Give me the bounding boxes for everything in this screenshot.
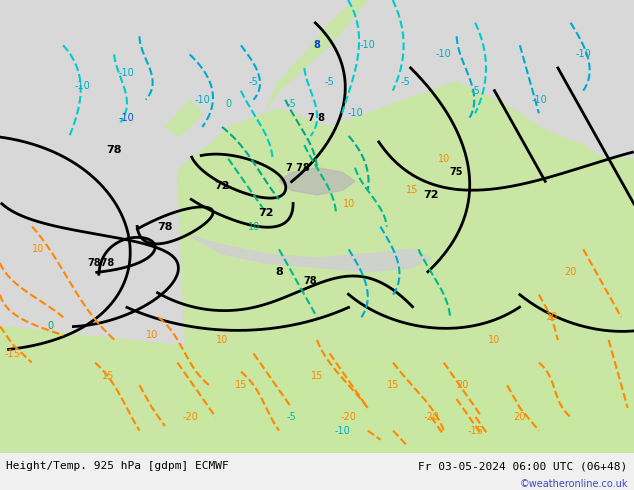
Text: 15: 15 (387, 380, 399, 390)
Text: 7 78: 7 78 (286, 163, 310, 172)
Text: Height/Temp. 925 hPa [gdpm] ECMWF: Height/Temp. 925 hPa [gdpm] ECMWF (6, 461, 229, 471)
Text: 15: 15 (235, 380, 247, 390)
Text: 10: 10 (488, 335, 501, 345)
Text: 72: 72 (214, 181, 230, 191)
Text: -5: -5 (287, 412, 297, 422)
Text: 78: 78 (107, 145, 122, 154)
Polygon shape (190, 236, 431, 272)
Text: -5: -5 (287, 99, 297, 109)
Text: 72: 72 (424, 190, 439, 200)
Text: 8: 8 (275, 267, 283, 277)
Text: -5: -5 (401, 76, 411, 87)
Text: -10: -10 (119, 113, 134, 123)
Text: -10: -10 (576, 49, 591, 59)
Text: -10: -10 (531, 95, 547, 105)
Text: Fr 03-05-2024 06:00 UTC (06+48): Fr 03-05-2024 06:00 UTC (06+48) (418, 461, 628, 471)
Text: 10: 10 (342, 199, 355, 209)
Text: -10: -10 (360, 40, 375, 50)
Text: 15: 15 (101, 371, 114, 381)
Text: 75: 75 (450, 167, 463, 177)
Text: -10: -10 (436, 49, 451, 59)
Text: 7878: 7878 (88, 258, 115, 268)
Text: 78: 78 (304, 276, 318, 286)
Text: 20: 20 (456, 380, 469, 390)
Polygon shape (0, 453, 634, 490)
Polygon shape (165, 99, 203, 136)
Text: -10: -10 (119, 68, 134, 77)
Text: 10: 10 (216, 335, 228, 345)
Text: 10: 10 (247, 221, 260, 232)
Text: 20: 20 (564, 267, 577, 277)
Text: 20: 20 (514, 412, 526, 422)
Text: 0: 0 (225, 99, 231, 109)
Text: -5: -5 (470, 86, 481, 96)
Text: -15: -15 (467, 426, 484, 436)
Text: -10: -10 (195, 95, 210, 105)
Text: -10: -10 (75, 81, 90, 91)
Text: 10: 10 (545, 312, 558, 322)
Text: -5: -5 (325, 76, 335, 87)
Text: 10: 10 (437, 154, 450, 164)
Text: 0: 0 (48, 321, 54, 331)
Polygon shape (0, 0, 634, 453)
Polygon shape (0, 91, 178, 318)
Text: 78: 78 (157, 221, 172, 232)
Text: -5: -5 (249, 76, 259, 87)
Text: -20: -20 (340, 412, 357, 422)
Text: ©weatheronline.co.uk: ©weatheronline.co.uk (519, 480, 628, 490)
Polygon shape (266, 0, 368, 109)
Polygon shape (178, 82, 634, 453)
Text: 8: 8 (314, 40, 320, 50)
Text: 15: 15 (406, 185, 418, 196)
Text: 10: 10 (32, 245, 44, 254)
Text: 7 8: 7 8 (309, 113, 325, 123)
Polygon shape (0, 326, 634, 453)
Text: 15: 15 (311, 371, 323, 381)
Polygon shape (279, 168, 355, 195)
Text: -15: -15 (4, 348, 21, 359)
Text: 72: 72 (259, 208, 274, 218)
Text: -10: -10 (335, 426, 350, 436)
Text: -10: -10 (347, 108, 363, 118)
Text: -20: -20 (182, 412, 198, 422)
Text: -20: -20 (423, 412, 439, 422)
Text: 10: 10 (146, 330, 158, 341)
